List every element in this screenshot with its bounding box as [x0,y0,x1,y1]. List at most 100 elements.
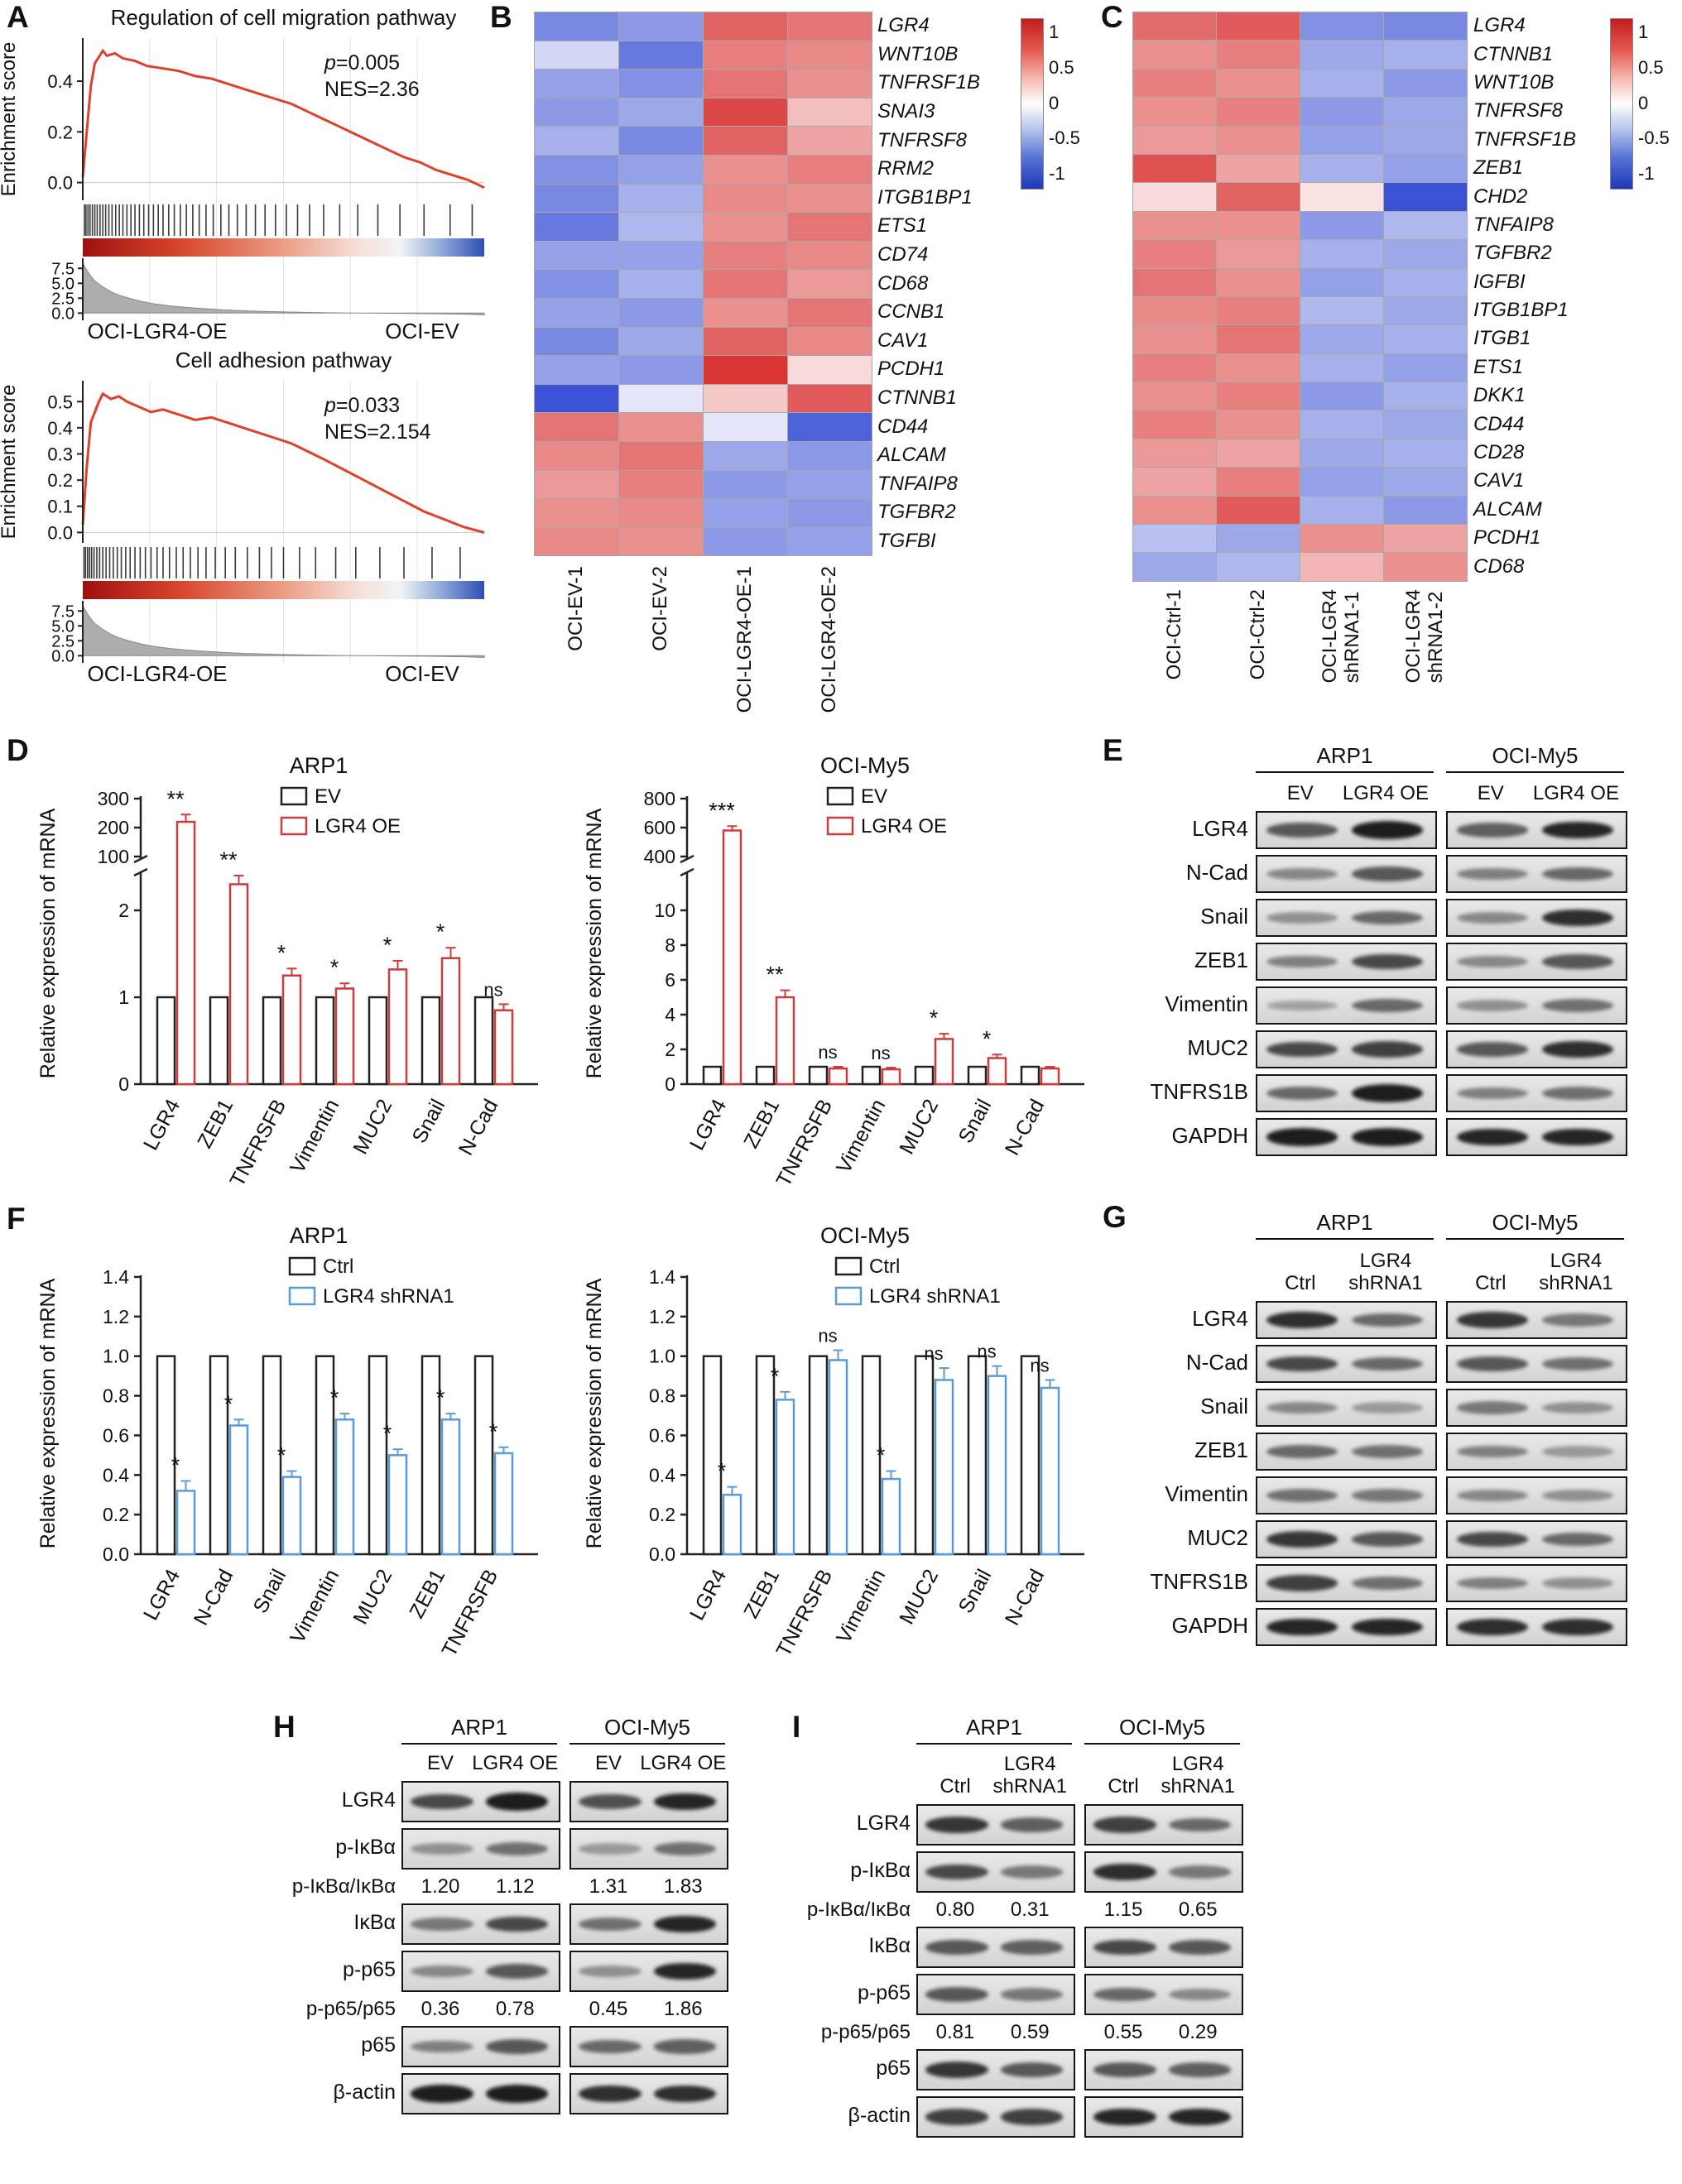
heatmap-cell [1300,41,1383,69]
control-bar [755,1065,776,1086]
sig-label: ns [818,1042,837,1063]
rank-tick-label: 7.5 [51,260,74,278]
protein-band [1000,1817,1063,1832]
protein-band [1456,823,1528,838]
protein-band [1266,1311,1338,1329]
ratio-label: p-p65/p65 [820,2021,911,2043]
heatmap-cell [1300,268,1383,296]
heatmap-cell [704,98,787,127]
blot-box [401,1951,560,1992]
treatment-bar [440,957,461,1086]
protein-band [1093,1863,1156,1881]
axis-break-mark [133,854,148,864]
lane-label-line: Ctrl [1475,1272,1507,1294]
gene-label: RRM2 [877,157,935,180]
legend-swatch [288,1286,316,1306]
heatmap-cell [619,41,703,70]
heatmap-cell [1384,183,1467,211]
heatmap-cell [1300,496,1383,525]
protein-band [1541,954,1613,969]
protein-band [1093,1939,1156,1956]
panel-c-heatmap-kd: C LGR4 CTNNB1 WNT10B TNFRSF8 TNFRSF1B ZEB1 CHD… [1101,0,1682,745]
protein-band [1351,1445,1423,1458]
column-label-wrap: OCI-LGR4 shRNA1-1 [1300,589,1382,683]
heatmap-cell [1384,553,1467,581]
blot-box [1446,1476,1627,1514]
y-tick-label: 0.4 [103,1464,129,1486]
blot-label: p65 [361,2033,396,2057]
sig-label: * [983,1026,992,1051]
blot-label: Vimentin [1165,991,1248,1016]
gene-label: PCDH1 [877,358,945,381]
heatmap-cell [1300,353,1383,382]
y-axis-title: Relative expression of mRNA [583,1278,606,1548]
column-label-wrap: OCI-EV-2 [618,566,702,651]
treatment-bar [228,883,249,1086]
y-tick-label: 0.6 [103,1424,129,1446]
heatmap-cell [1133,183,1216,211]
gene-label: CTNNB1 [877,386,958,410]
category-label: LGR4 [685,1096,731,1154]
protein-band [1351,1402,1423,1414]
gene-label: CD44 [877,415,929,438]
y-tick-label: 0.2 [649,1504,675,1525]
blot-label: ZEB1 [1194,1438,1248,1462]
y-tick-label: 1.2 [649,1306,675,1327]
colorbar [1610,18,1633,190]
column-label-wrap: OCI-Ctrl-1 [1132,589,1215,679]
ratio-value: 1.31 [589,1875,628,1898]
chart-title: OCI-My5 [820,753,910,778]
heatmap-cell [535,384,618,413]
blot-box [1256,1301,1437,1339]
protein-band [1456,867,1528,881]
protein-band [1351,1577,1423,1590]
protein-band [1456,1042,1528,1057]
category-label: Vimentin [286,1096,344,1178]
p-value: p=0.005 [324,51,400,74]
control-bar [473,996,494,1086]
heatmap-cell [788,298,872,327]
panel-b-heatmap-oe: B LGR4 WNT10B TNFRSF1B SNAI3 TNFRSF8 RRM2 ITGB… [484,0,1101,728]
blot-label: N-Cad [1185,1350,1248,1375]
heatmap-cell [1300,240,1383,268]
heatmap-cell [1300,525,1383,553]
heatmap-cell [619,184,703,213]
legend-label: LGR4 OE [861,815,947,838]
protein-band [1093,1987,1156,2002]
heatmap-cell [788,12,872,41]
treatment-bar [440,1418,461,1556]
heatmap-cell [1133,553,1216,581]
blot-panel-oe: ARP1 EV LGR4 OE OCI-My5 EV LGR4 OE LGR4 N-Cad Sn… [1103,732,1682,1195]
lane-label: LGR4 OE [1328,773,1444,804]
treatment-bar [934,1379,954,1556]
heatmap-cell [1384,268,1467,296]
lane-label: LGR4 shRNA1 [1518,1240,1634,1294]
protein-band [1456,1489,1528,1502]
heatmap-cell [1133,211,1216,240]
legend-swatch [826,786,854,806]
blot-label: p-IκBα [850,1859,911,1882]
protein-band [1351,1489,1423,1502]
column-label: OCI-LGR4-OE-1 [733,566,756,713]
category-label: ZEB1 [193,1096,238,1152]
treatment-bar [1040,1386,1060,1556]
gene-label: CD68 [1473,554,1525,578]
colorbar-tick: 0.5 [1049,56,1074,78]
heatmap-cell [788,356,872,384]
protein-band [1351,866,1423,881]
gene-label: LGR4 [877,14,930,37]
lane-label-line: EV [594,1752,622,1774]
bar-chart-ocimy5-oe: 0 2 4 6 8 10 400 600 800 *** LGR4 ** ZEB1 ns TNFRSFB ns… [579,737,1093,1204]
heatmap-cell [535,241,618,270]
gene-label: CD28 [1473,441,1525,464]
sig-label: ns [977,1342,996,1362]
heatmap-cell [1384,382,1467,410]
y-tick-label: 1.4 [649,1266,675,1288]
lane-label-line: Ctrl [940,1775,971,1798]
rank-gradient-bar [83,238,484,257]
treatment-bar [1040,1067,1060,1086]
protein-band [1456,1312,1528,1328]
protein-band [1000,2109,1063,2125]
lane-label: LGR4 OE [1518,773,1634,804]
y-tick-label: 0.8 [649,1385,675,1407]
